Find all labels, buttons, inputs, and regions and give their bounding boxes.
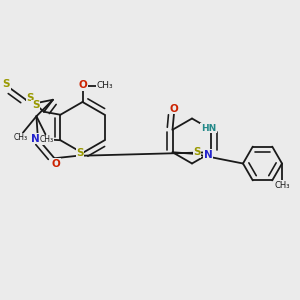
Text: HN: HN bbox=[201, 124, 216, 133]
Text: S: S bbox=[27, 93, 34, 103]
Text: CH₃: CH₃ bbox=[14, 133, 28, 142]
Text: CH₃: CH₃ bbox=[97, 81, 113, 90]
Text: S: S bbox=[76, 148, 84, 158]
Text: O: O bbox=[78, 80, 87, 90]
Text: S: S bbox=[194, 147, 201, 157]
Text: CH₃: CH₃ bbox=[274, 181, 290, 190]
Text: N: N bbox=[204, 150, 213, 160]
Text: O: O bbox=[169, 104, 178, 114]
Text: N: N bbox=[31, 134, 40, 144]
Text: CH₃: CH₃ bbox=[40, 135, 54, 144]
Text: O: O bbox=[52, 159, 60, 169]
Text: S: S bbox=[32, 100, 39, 110]
Text: S: S bbox=[3, 79, 10, 89]
